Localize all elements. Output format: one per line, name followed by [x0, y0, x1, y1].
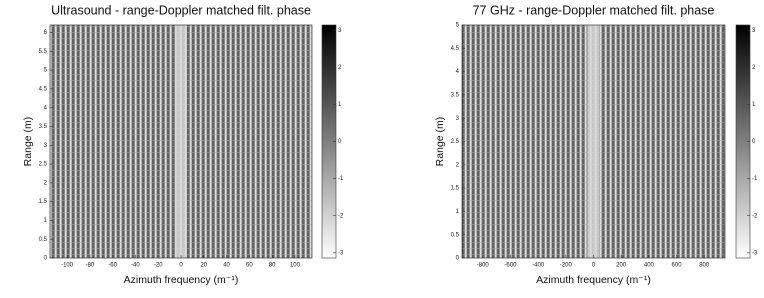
chart-title: Ultrasound - range-Doppler matched filt.…: [51, 3, 311, 17]
y-tick-label: 2.5: [451, 139, 460, 145]
y-axis-label: Range (m): [22, 117, 34, 167]
y-tick-label: 5: [44, 68, 48, 74]
colorbar-tick-label: 1: [752, 102, 756, 108]
x-tick-label: 0: [592, 263, 596, 269]
y-tick-label: 0: [456, 256, 460, 262]
x-tick-label: -100: [61, 263, 74, 269]
colorbar-tick-label: -3: [338, 250, 344, 256]
y-tick-label: 2: [44, 180, 48, 186]
y-tick-label: 6: [44, 30, 48, 36]
x-tick-label: -60: [108, 263, 117, 269]
y-tick-label: 1.5: [451, 186, 460, 192]
colorbar-tick-label: 2: [338, 65, 342, 71]
x-tick-label: 40: [223, 263, 230, 269]
colorbar-tick-label: -1: [752, 176, 758, 182]
y-tick-label: 4.5: [39, 86, 48, 92]
x-tick-label: 800: [699, 263, 710, 269]
y-tick-label: 3: [44, 143, 48, 149]
x-axis-label: Azimuth frequency (m⁻¹): [536, 274, 651, 286]
y-tick-label: 2: [456, 162, 460, 168]
x-tick-label: 400: [644, 263, 655, 269]
colorbar-tick-label: -2: [752, 213, 758, 219]
x-tick-label: 20: [200, 263, 207, 269]
x-tick-label: 100: [290, 263, 301, 269]
x-tick-label: 0: [179, 263, 183, 269]
colorbar-tick-label: 2: [752, 65, 756, 71]
colorbar-tick-label: -3: [752, 250, 758, 256]
x-tick-label: -80: [86, 263, 95, 269]
x-tick-label: -200: [560, 263, 573, 269]
colorbar-tick-label: 1: [338, 102, 342, 108]
y-tick-label: 5: [456, 23, 460, 29]
colorbar-tick-label: 3: [752, 28, 756, 34]
y-tick-label: 0: [44, 256, 48, 262]
x-tick-label: 60: [246, 263, 253, 269]
colorbar-tick-label: 0: [752, 139, 756, 145]
colorbar-tick-label: -2: [338, 213, 344, 219]
x-tick-label: -800: [477, 263, 490, 269]
colorbar-tick-label: 3: [338, 28, 342, 34]
x-tick-label: 200: [616, 263, 627, 269]
x-axis-label: Azimuth frequency (m⁻¹): [124, 274, 239, 286]
x-tick-label: -600: [504, 263, 517, 269]
y-axis-label: Range (m): [434, 117, 446, 167]
y-tick-label: 1.5: [39, 199, 48, 205]
x-tick-label: -400: [532, 263, 545, 269]
y-tick-label: 4: [456, 69, 460, 75]
x-tick-label: -40: [131, 263, 140, 269]
y-tick-label: 4.5: [451, 46, 460, 52]
y-tick-label: 0.5: [39, 237, 48, 243]
y-tick-label: 3.5: [39, 124, 48, 130]
colorbar-tick-label: 0: [338, 139, 342, 145]
x-tick-label: 600: [672, 263, 683, 269]
colorbar-tick-label: -1: [338, 176, 344, 182]
x-tick-label: -20: [154, 263, 163, 269]
y-tick-label: 1: [456, 209, 460, 215]
center-band: [587, 25, 600, 258]
y-tick-label: 3: [456, 116, 460, 122]
y-tick-label: 5.5: [39, 49, 48, 55]
y-tick-label: 4: [44, 105, 48, 111]
x-tick-label: 80: [269, 263, 276, 269]
y-tick-label: 2.5: [39, 162, 48, 168]
center-band: [175, 25, 187, 258]
chart-title: 77 GHz - range-Doppler matched filt. pha…: [473, 3, 715, 17]
y-tick-label: 1: [44, 218, 48, 224]
y-tick-label: 0.5: [451, 232, 460, 238]
y-tick-label: 3.5: [451, 92, 460, 98]
